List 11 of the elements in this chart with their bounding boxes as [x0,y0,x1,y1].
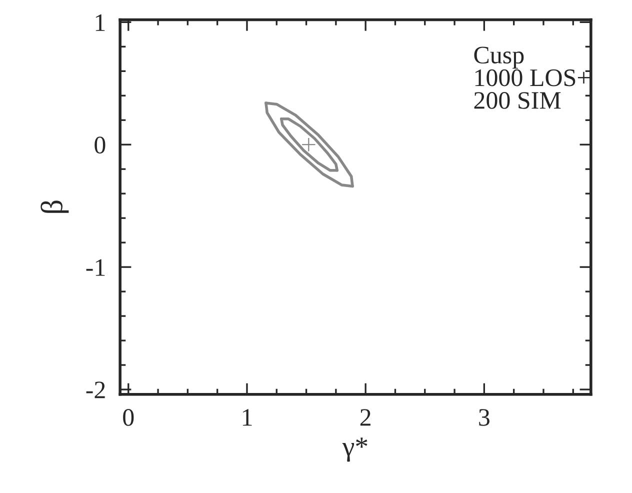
x-tick-label: 1 [242,409,252,426]
y-tick-label: -1 [86,259,105,276]
x-axis-title: γ* [342,438,368,462]
y-tick-label: 0 [94,136,106,154]
y-axis-title: β [40,200,69,213]
x-tick-label: 3 [479,409,490,426]
y-tick-label: -2 [86,382,105,398]
y-tick-label: 1 [96,14,105,31]
x-tick-label: 2 [360,409,370,426]
x-tick-label: 0 [123,409,134,426]
annotation: Cusp 1000 LOS+ 200 SIM [474,46,590,109]
